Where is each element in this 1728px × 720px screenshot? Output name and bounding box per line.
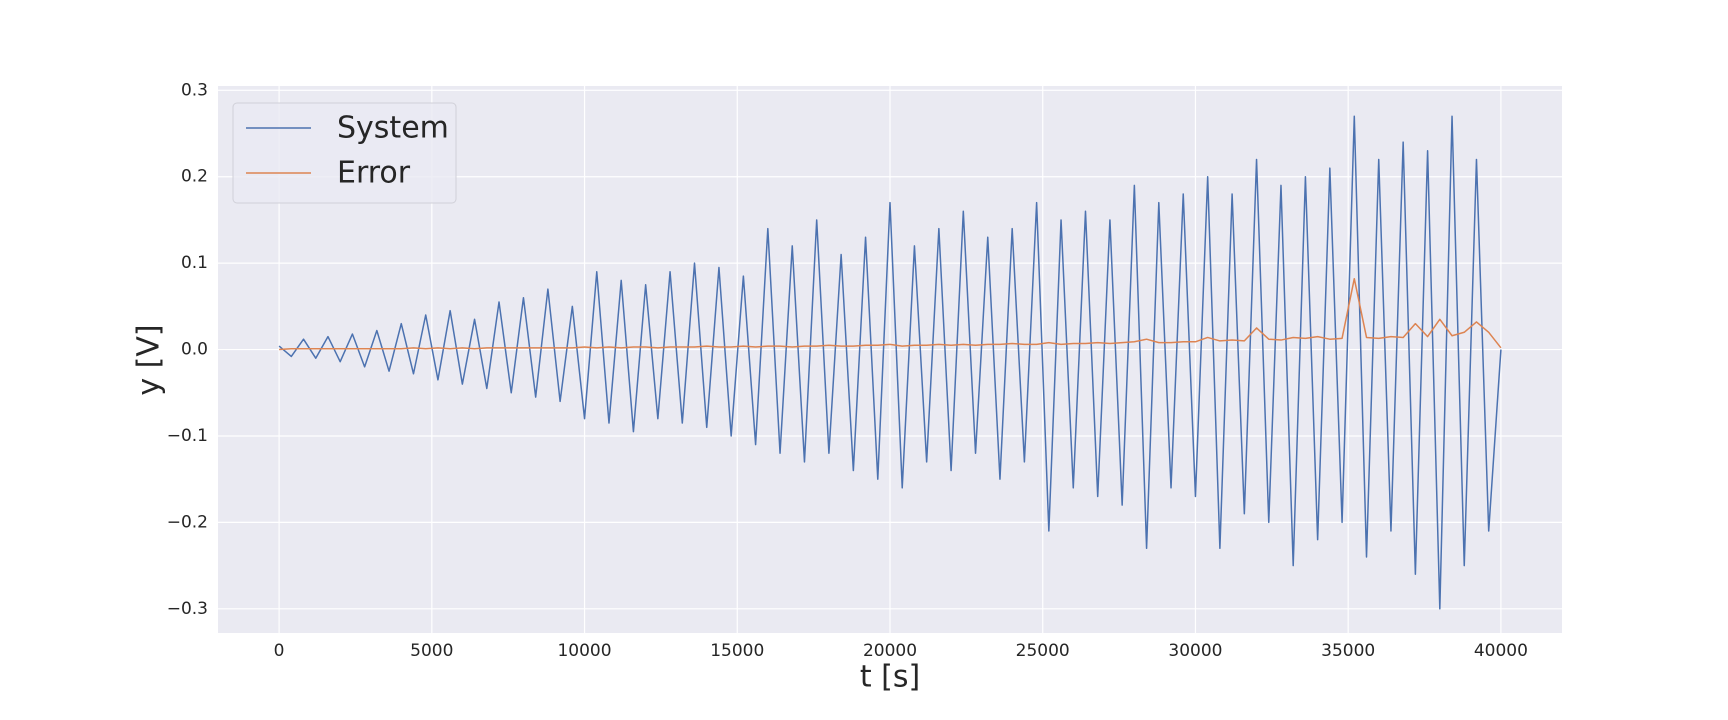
- x-tick-label: 5000: [410, 641, 453, 661]
- y-tick-label: 0.2: [181, 167, 208, 187]
- y-tick-label: −0.3: [167, 599, 208, 619]
- y-tick-label: −0.2: [167, 512, 208, 532]
- legend-label: System: [337, 111, 449, 146]
- y-tick-label: −0.1: [167, 426, 208, 446]
- x-tick-label: 40000: [1474, 641, 1528, 661]
- legend-label: Error: [337, 156, 411, 191]
- y-tick-label: 0.1: [181, 253, 208, 273]
- y-tick-label: 0.0: [181, 340, 208, 360]
- x-tick-label: 0: [274, 641, 285, 661]
- x-tick-label: 25000: [1016, 641, 1070, 661]
- y-tick-label: 0.3: [181, 80, 208, 100]
- x-axis-label: t [s]: [860, 660, 920, 695]
- series-line: [279, 277, 1502, 351]
- y-axis-label: y [V]: [132, 324, 167, 395]
- x-tick-label: 10000: [557, 641, 611, 661]
- x-tick-label: 35000: [1321, 641, 1375, 661]
- x-tick-label: 20000: [863, 641, 917, 661]
- x-tick-label: 15000: [710, 641, 764, 661]
- series-line: [278, 115, 1502, 610]
- x-tick-label: 30000: [1168, 641, 1222, 661]
